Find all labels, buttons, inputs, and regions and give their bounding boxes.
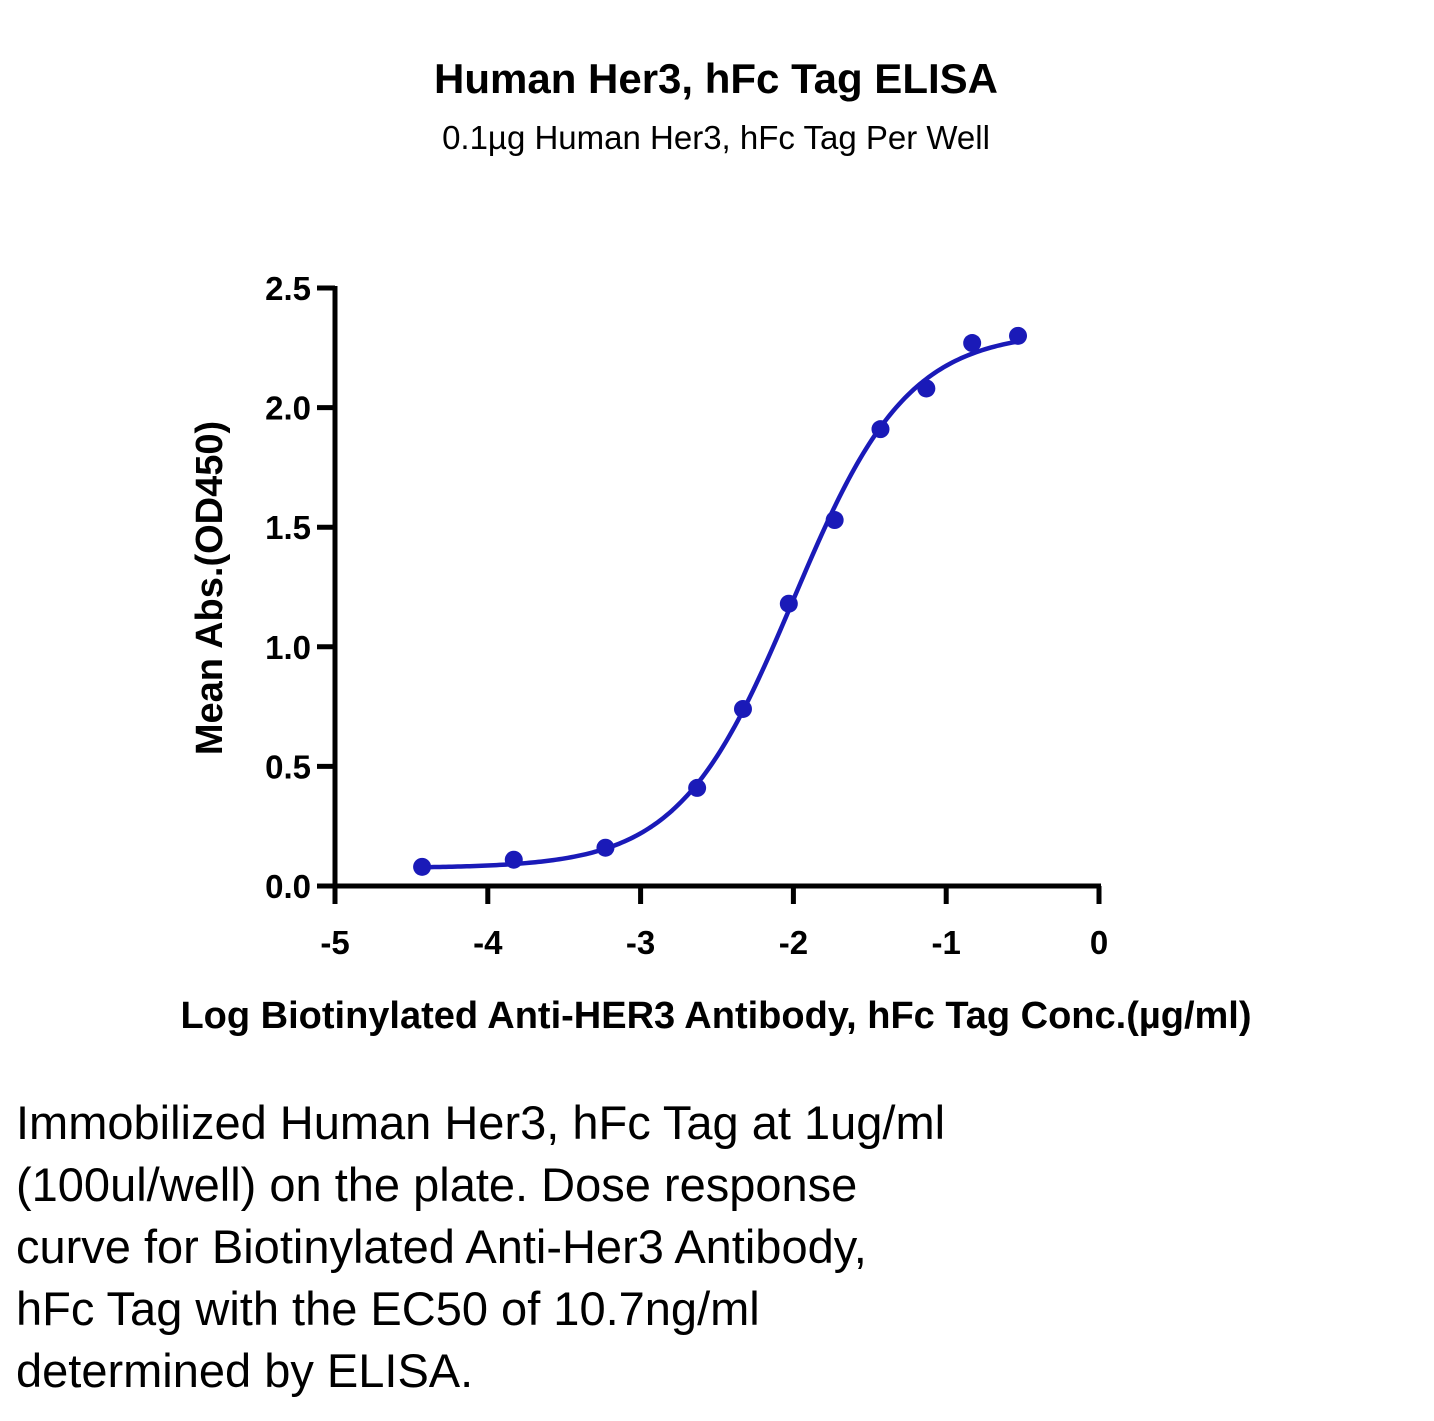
y-axis-ticks: 0.0 0.5 1.0 1.5 2.0 2.5 — [265, 270, 335, 905]
axes — [332, 286, 1101, 889]
y-tick-label: 0.0 — [265, 868, 311, 905]
x-tick-label: 0 — [1090, 924, 1108, 961]
data-point — [825, 511, 844, 530]
caption-line: curve for Biotinylated Anti-Her3 Antibod… — [16, 1220, 867, 1273]
figure-caption: Immobilized Human Her3, hFc Tag at 1ug/m… — [16, 1092, 1196, 1402]
data-point — [1009, 326, 1028, 345]
caption-line: (100ul/well) on the plate. Dose response — [16, 1158, 858, 1211]
data-point — [688, 778, 707, 797]
data-point — [779, 594, 798, 613]
data-points — [413, 326, 1028, 876]
y-tick-label: 1.0 — [265, 629, 311, 666]
y-tick-label: 1.5 — [265, 509, 311, 546]
data-point — [413, 857, 432, 876]
fit-curve — [422, 339, 1019, 870]
data-point — [504, 850, 523, 869]
caption-line: Immobilized Human Her3, hFc Tag at 1ug/m… — [16, 1096, 946, 1149]
data-point — [963, 334, 982, 353]
y-axis-label: Mean Abs.(OD450) — [189, 421, 231, 755]
y-tick-label: 2.5 — [265, 270, 311, 307]
chart-subtitle: 0.1µg Human Her3, hFc Tag Per Well — [442, 119, 990, 156]
x-axis-label: Log Biotinylated Anti-HER3 Antibody, hFc… — [180, 995, 1251, 1037]
x-tick-label: -5 — [320, 924, 349, 961]
elisa-chart: Human Her3, hFc Tag ELISA 0.1µg Human He… — [180, 55, 1251, 1037]
data-point — [917, 379, 936, 398]
chart-title: Human Her3, hFc Tag ELISA — [434, 55, 998, 102]
y-tick-label: 2.0 — [265, 390, 311, 427]
fit-curves — [422, 339, 1019, 870]
caption-line: hFc Tag with the EC50 of 10.7ng/ml — [16, 1282, 760, 1335]
x-tick-label: -3 — [626, 924, 655, 961]
caption-line: determined by ELISA. — [16, 1344, 474, 1397]
data-point — [871, 420, 890, 439]
x-tick-label: -1 — [932, 924, 961, 961]
x-tick-label: -2 — [779, 924, 808, 961]
data-point — [596, 838, 615, 857]
x-tick-label: -4 — [473, 924, 503, 961]
data-point — [733, 699, 752, 718]
y-tick-label: 0.5 — [265, 748, 311, 785]
x-axis-ticks: -5 -4 -3 -2 -1 0 — [320, 886, 1108, 961]
